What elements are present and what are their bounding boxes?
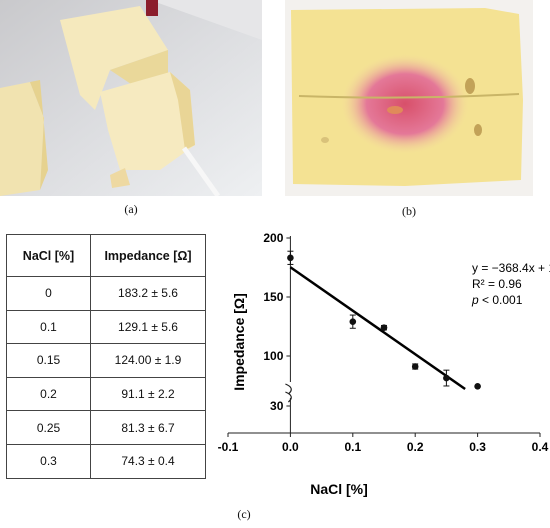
table-header-row: NaCl [%] Impedance [Ω] bbox=[6, 234, 206, 277]
table-cell-nacl: 0.1 bbox=[6, 309, 91, 345]
table-cell-nacl: 0.25 bbox=[6, 410, 91, 445]
data-point bbox=[349, 318, 357, 325]
x-tick-label: -0.1 bbox=[218, 440, 239, 454]
photo-cheese-blocks bbox=[0, 0, 262, 196]
y-tick-label: 200 bbox=[263, 231, 283, 245]
table-row: 0.15 124.00 ± 1.9 bbox=[6, 343, 206, 378]
column-header-impedance: Impedance [Ω] bbox=[90, 234, 206, 277]
caption-c: (c) bbox=[237, 507, 251, 521]
y-tick-label: 150 bbox=[263, 290, 283, 304]
table-row: 0.2 91.1 ± 2.2 bbox=[6, 376, 206, 412]
table-cell-impedance: 74.3 ± 0.4 bbox=[90, 443, 206, 479]
table-cell-impedance: 81.3 ± 6.7 bbox=[90, 410, 206, 445]
data-point bbox=[287, 254, 294, 262]
column-header-nacl: NaCl [%] bbox=[6, 234, 91, 277]
y-tick-label: 100 bbox=[263, 349, 283, 363]
table-row: 0.3 74.3 ± 0.4 bbox=[6, 443, 206, 479]
annotation-p-value: p < 0.001 bbox=[471, 293, 523, 307]
table-row: 0.1 129.1 ± 5.6 bbox=[6, 309, 206, 345]
annotation-r-squared: R² = 0.96 bbox=[472, 277, 522, 291]
annotation-equation: y = −368.4x + 175.2 bbox=[472, 261, 550, 275]
table-cell-nacl: 0.2 bbox=[6, 376, 91, 412]
data-point bbox=[474, 383, 481, 390]
data-point bbox=[443, 374, 450, 382]
data-point bbox=[380, 324, 388, 331]
table-cell-nacl: 0.3 bbox=[6, 443, 91, 479]
data-point bbox=[411, 363, 419, 370]
y-axis-label: Impedance [Ω] bbox=[231, 293, 247, 391]
table-row: 0 183.2 ± 5.6 bbox=[6, 276, 206, 311]
impedance-scatter-chart: -0.1 0.0 0.1 0.2 0.3 0.4 30 100 150 200 y = −368.… bbox=[218, 231, 550, 497]
x-tick-label: 0.0 bbox=[282, 440, 299, 454]
x-tick-label: 0.4 bbox=[532, 440, 549, 454]
table-cell-impedance: 124.00 ± 1.9 bbox=[90, 343, 206, 378]
caption-b: (b) bbox=[402, 204, 416, 218]
x-tick-label: 0.2 bbox=[407, 440, 424, 454]
table-cell-impedance: 129.1 ± 5.6 bbox=[90, 309, 206, 345]
table-cell-impedance: 183.2 ± 5.6 bbox=[90, 276, 206, 311]
impedance-table: NaCl [%] Impedance [Ω] 0 183.2 ± 5.6 0.1 1… bbox=[6, 234, 206, 479]
regression-line bbox=[289, 266, 466, 391]
axis-break-mark bbox=[285, 383, 292, 395]
table-cell-impedance: 91.1 ± 2.2 bbox=[90, 376, 206, 412]
table-cell-nacl: 0.15 bbox=[6, 343, 91, 378]
caption-a: (a) bbox=[124, 202, 138, 216]
x-axis-label: NaCl [%] bbox=[310, 481, 368, 497]
axis-break-mark bbox=[285, 391, 292, 403]
x-tick-label: 0.3 bbox=[469, 440, 486, 454]
table-row: 0.25 81.3 ± 6.7 bbox=[6, 410, 206, 445]
x-tick-label: 0.1 bbox=[344, 440, 361, 454]
photo-cheese-cross-section bbox=[285, 0, 533, 196]
y-tick-label: 30 bbox=[270, 399, 284, 413]
table-cell-nacl: 0 bbox=[6, 276, 91, 311]
